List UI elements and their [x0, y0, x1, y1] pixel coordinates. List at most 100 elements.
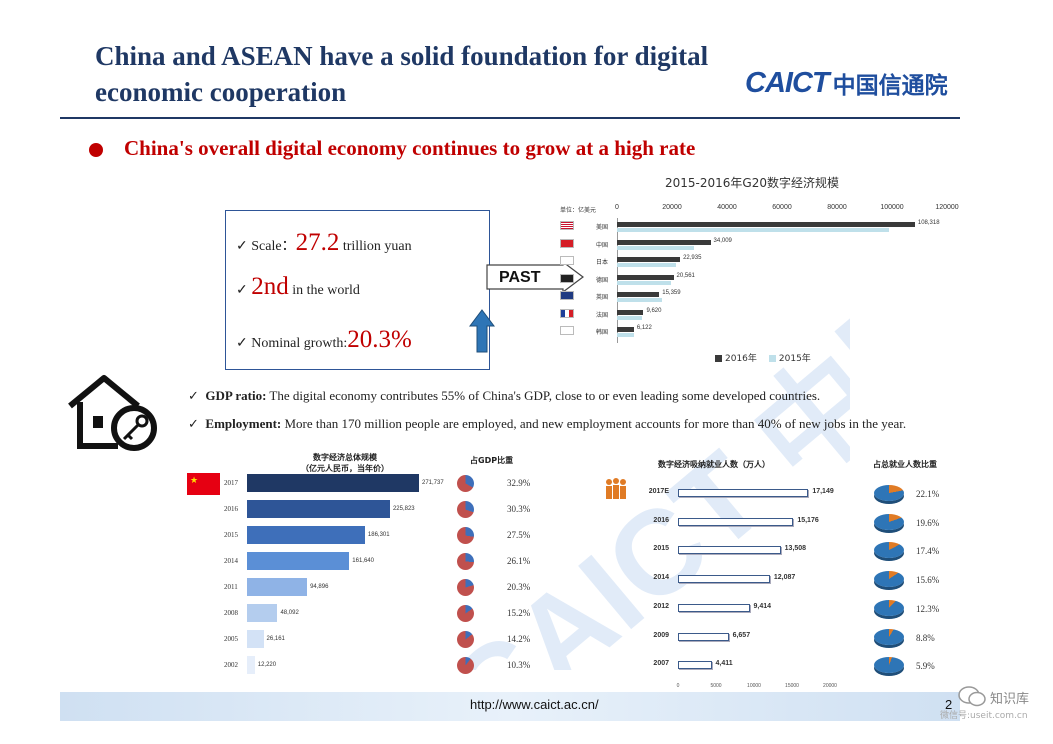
gdp-pie-icon-0	[457, 475, 474, 492]
employment-share-5: 8.8%	[916, 632, 935, 643]
employment-chart-title: 数字经济吸纳就业人数（万人）	[658, 460, 770, 469]
scale-year-4: 2011	[224, 583, 238, 591]
footer-url[interactable]: http://www.caict.ac.cn/	[470, 697, 599, 712]
employment-share-0: 22.1%	[916, 489, 940, 499]
watermark-name: 知识库	[990, 692, 1030, 707]
scale-year-0: 2017	[224, 479, 238, 487]
page-number: 2	[945, 697, 953, 712]
gdp-share-title: 占GDP比重	[470, 456, 514, 465]
gdp-share-4: 20.3%	[507, 582, 531, 592]
employment-bar-6	[678, 661, 712, 670]
gdp-share-7: 10.3%	[507, 660, 531, 670]
past-arrow: PAST	[486, 262, 584, 292]
legend-2015: 2015年	[768, 351, 811, 364]
g20-bar-2015-1	[617, 245, 694, 250]
employment-value-4: 9,414	[753, 602, 772, 610]
scale-year-7: 2002	[224, 661, 238, 669]
employment-pie-icon-2	[874, 542, 904, 559]
g20-bar-2015-6	[617, 333, 634, 337]
flag-icon-6	[560, 326, 574, 335]
g20-bar-2015-2	[617, 263, 677, 267]
scale-value-0: 271,737	[422, 480, 444, 486]
scale-year-3: 2014	[224, 557, 238, 565]
scale-bar-6	[247, 630, 264, 648]
g20-value-3: 20,561	[676, 272, 695, 279]
growth-value: 20.3%	[347, 326, 412, 353]
employment-year-2: 2015	[653, 545, 669, 553]
logo-text-en: CAICT	[745, 66, 830, 99]
gdp-pie-icon-1	[457, 501, 474, 518]
scale-value-2: 186,301	[367, 532, 390, 538]
scale-year-1: 2016	[224, 505, 238, 513]
employment-pie-icon-6	[874, 657, 904, 674]
employment-share-6: 5.9%	[916, 661, 935, 672]
employment-bar-1	[678, 517, 794, 526]
scale-bar-5	[247, 604, 278, 622]
employment-year-3: 2014	[653, 574, 669, 582]
employment-value-5: 6,657	[732, 631, 751, 639]
g20-chart-unit: 单位：亿美元	[560, 207, 597, 214]
gdp-pie-icon-4	[457, 579, 474, 596]
employment-year-4: 2012	[653, 602, 669, 610]
house-key-icon	[68, 375, 157, 451]
employment-bar-5	[678, 632, 729, 641]
employment-value-6: 4,411	[715, 660, 733, 668]
g20-bar-2015-3	[617, 280, 671, 285]
employment-pie-icon-5	[874, 628, 904, 645]
footer-bar	[60, 692, 960, 721]
gdp-share-3: 26.1%	[507, 556, 531, 566]
employment-pie-icon-0	[874, 485, 904, 501]
employment-share-title: 占总就业人数比重	[873, 460, 937, 469]
employment-value-0: 17,149	[812, 488, 834, 495]
fact-scale: ✓ Scale：27.2 trillion yuan	[236, 229, 412, 256]
g20-category-5: 法国	[596, 311, 609, 319]
scale-value: 27.2	[295, 229, 340, 256]
legend-2016: 2016年	[715, 351, 757, 364]
gdp-pie-icon-6	[457, 631, 474, 648]
gdp-pie-icon-5	[457, 605, 474, 622]
scale-value-1: 225,823	[392, 506, 415, 512]
employment-bar-3	[678, 575, 770, 584]
employment-value-2: 13,508	[784, 545, 807, 553]
scale-bar-3	[247, 552, 350, 570]
gdp-pie-icon-2	[457, 527, 474, 544]
employment-share-3: 15.6%	[916, 575, 940, 586]
employment-tick-0: 0	[676, 683, 680, 689]
g20-category-6: 韩国	[596, 329, 609, 336]
g20-bar-2016-1	[617, 239, 711, 245]
employment-tick-4: 20000	[823, 683, 837, 689]
title-divider	[60, 117, 960, 119]
scale-value-5: 48,092	[280, 610, 299, 616]
g20-tick-6: 120000	[935, 204, 959, 211]
flag-icon-5	[560, 308, 574, 318]
fact-growth: ✓ Nominal growth:20.3%	[236, 326, 412, 353]
g20-value-1: 34,009	[713, 237, 732, 244]
employment-year-0: 2017E	[648, 488, 669, 495]
g20-chart-title: 2015-2016年G20数字经济规模	[665, 176, 839, 190]
scale-chart-title: 数字经济总体规模 （亿元人民币，当年价）	[301, 453, 389, 473]
employment-tick-3: 15000	[785, 683, 799, 689]
gdp-share-6: 14.2%	[507, 634, 531, 644]
employment-year-6: 2007	[653, 660, 669, 668]
watermark-sub: 微信号:useit.com.cn	[940, 711, 1028, 721]
logo-text-cn: 中国信通院	[832, 73, 948, 99]
flag-icon-3	[560, 273, 574, 283]
g20-tick-3: 60000	[772, 204, 792, 211]
scale-value-3: 161,640	[352, 558, 374, 564]
g20-tick-1: 20000	[662, 204, 682, 211]
scale-bar-4	[247, 578, 308, 596]
employment-bar-4	[678, 603, 750, 612]
employment-point: ✓ Employment: More than 170 million peop…	[188, 416, 907, 431]
g20-value-5: 9,620	[646, 307, 662, 314]
g20-value-2: 22,935	[683, 255, 702, 261]
employment-share-2: 17.4%	[916, 546, 940, 557]
scale-year-5: 2008	[224, 609, 238, 617]
svg-text:PAST: PAST	[499, 269, 541, 286]
flag-icon-4	[560, 291, 574, 300]
g20-value-4: 15,359	[662, 290, 681, 296]
employment-tick-2: 10000	[747, 683, 761, 689]
g20-tick-0: 0	[615, 204, 619, 211]
employment-pie-icon-1	[874, 513, 904, 530]
scale-year-2: 2015	[224, 531, 238, 539]
g20-bar-2016-0	[617, 222, 915, 227]
